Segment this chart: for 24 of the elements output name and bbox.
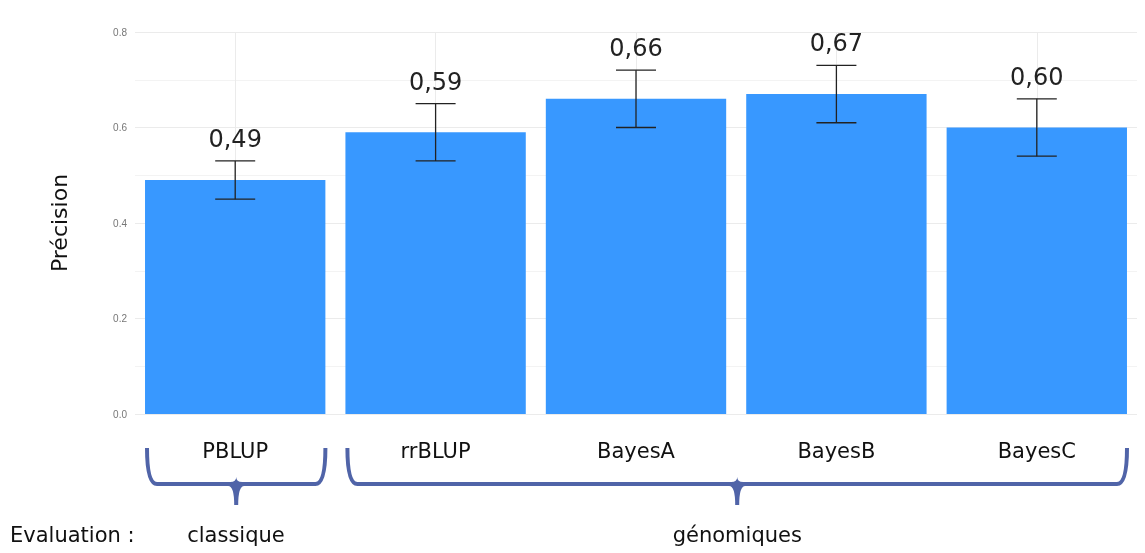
x-tick-label: PBLUP [202, 438, 269, 463]
x-tick-label: BayesC [997, 438, 1076, 463]
data-label: 0,49 [208, 124, 262, 153]
data-label: 0,66 [609, 34, 663, 63]
data-label: 0,60 [1010, 62, 1064, 91]
bar [345, 132, 526, 414]
y-axis-title: Précision [46, 173, 72, 273]
bar [145, 180, 326, 414]
bar [746, 94, 927, 414]
text: Evaluation : [10, 523, 135, 547]
text: génomiques [672, 523, 802, 547]
y-tick-label: 0.0 [113, 408, 128, 420]
x-tick-label: BayesB [797, 438, 876, 463]
x-tick-label: rrBLUP [400, 438, 471, 463]
data-label: 0,59 [408, 67, 463, 96]
y-tick-label: 0.2 [113, 313, 128, 324]
text: classique [187, 523, 285, 547]
y-tick-label: 0.8 [113, 26, 128, 38]
bar [946, 127, 1127, 414]
y-tick-label: 0.4 [113, 217, 128, 229]
bar [545, 98, 727, 414]
x-tick-label: BayesA [597, 438, 676, 463]
y-tick-label: 0.6 [113, 122, 128, 133]
data-label: 0,67 [809, 29, 864, 58]
